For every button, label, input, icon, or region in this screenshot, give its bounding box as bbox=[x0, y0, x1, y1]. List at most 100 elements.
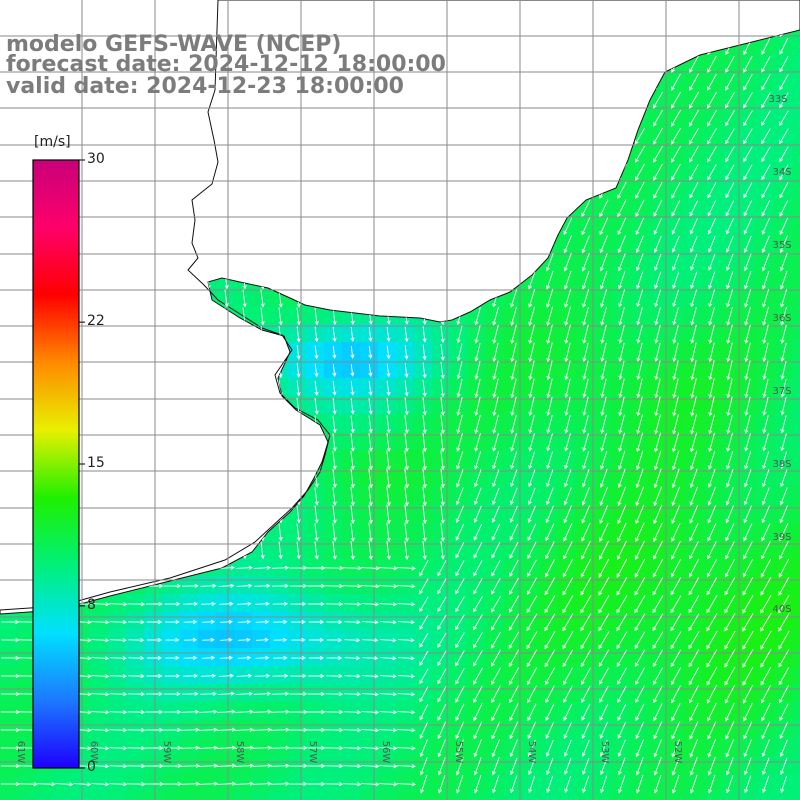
wind-arrow bbox=[134, 145, 139, 164]
wind-arrow bbox=[545, 721, 555, 739]
wind-arrow bbox=[528, 396, 535, 417]
wind-arrow bbox=[98, 415, 103, 434]
wind-arrow bbox=[599, 56, 609, 73]
wind-arrow bbox=[509, 73, 519, 91]
wind-arrow bbox=[170, 450, 175, 470]
wind-arrow bbox=[581, 271, 590, 290]
wind-arrow bbox=[183, 655, 198, 660]
wind-arrow bbox=[509, 577, 519, 595]
wind-arrow bbox=[315, 1, 319, 19]
wind-arrow bbox=[386, 540, 391, 561]
wind-arrow bbox=[618, 775, 626, 794]
wind-arrow bbox=[706, 613, 718, 632]
wind-arrow bbox=[635, 468, 644, 489]
wind-arrow bbox=[599, 235, 608, 254]
wind-arrow bbox=[546, 342, 553, 363]
wind-arrow bbox=[296, 523, 301, 542]
wind-arrow bbox=[689, 73, 699, 91]
wind-arrow bbox=[491, 128, 501, 145]
wind-arrow bbox=[581, 146, 591, 163]
wind-arrow bbox=[368, 415, 373, 434]
wind-arrow bbox=[707, 523, 717, 542]
wind-arrow bbox=[743, 30, 753, 38]
wind-arrow bbox=[671, 163, 681, 181]
wind-arrow bbox=[708, 342, 715, 363]
wind-arrow bbox=[725, 703, 735, 722]
wind-arrow bbox=[616, 613, 628, 632]
wind-arrow bbox=[423, 2, 426, 19]
wind-arrow bbox=[527, 74, 537, 91]
wind-arrow bbox=[617, 127, 627, 145]
wind-arrow bbox=[744, 396, 751, 417]
wind-arrow bbox=[689, 721, 699, 740]
wind-arrow bbox=[199, 709, 218, 714]
wind-arrow bbox=[422, 522, 427, 542]
wind-arrow bbox=[671, 199, 681, 217]
wind-arrow bbox=[368, 468, 373, 489]
wind-arrow bbox=[689, 37, 699, 55]
wind-arrow bbox=[491, 182, 501, 199]
wind-arrow bbox=[422, 90, 427, 110]
wind-arrow bbox=[707, 468, 716, 488]
wind-arrow bbox=[332, 127, 337, 146]
wind-arrow bbox=[509, 559, 519, 577]
wind-arrow bbox=[544, 559, 555, 578]
wind-arrow bbox=[455, 667, 465, 685]
wind-arrow bbox=[509, 739, 518, 758]
wind-arrow bbox=[761, 182, 771, 199]
wind-arrow bbox=[181, 727, 200, 732]
wind-arrow bbox=[671, 774, 680, 794]
wind-arrow bbox=[350, 415, 355, 434]
wind-arrow bbox=[207, 1, 210, 18]
wind-arrow bbox=[134, 180, 139, 201]
wind-arrow bbox=[778, 649, 790, 668]
wind-arrow bbox=[671, 540, 681, 560]
wind-arrow bbox=[473, 182, 483, 199]
wind-arrow bbox=[744, 775, 752, 794]
wind-arrow bbox=[386, 109, 391, 128]
wind-arrow bbox=[600, 396, 607, 417]
wind-arrow bbox=[456, 450, 464, 470]
wind-arrow bbox=[545, 92, 555, 109]
wind-arrow bbox=[762, 360, 769, 381]
wind-arrow bbox=[8, 432, 13, 452]
wind-arrow bbox=[743, 164, 753, 181]
wind-arrow bbox=[706, 649, 718, 668]
wind-arrow bbox=[325, 728, 344, 733]
wind-arrow bbox=[325, 602, 344, 607]
wind-arrow bbox=[473, 128, 483, 145]
wind-arrow bbox=[419, 614, 429, 630]
wind-arrow bbox=[260, 451, 265, 470]
wind-arrow bbox=[672, 396, 679, 417]
wind-arrow bbox=[742, 576, 754, 596]
wind-arrow bbox=[260, 397, 265, 416]
wind-arrow bbox=[617, 522, 627, 543]
wind-arrow bbox=[706, 631, 718, 650]
wind-arrow bbox=[581, 505, 591, 524]
wind-arrow bbox=[635, 199, 645, 218]
wind-arrow bbox=[690, 307, 697, 326]
lat-label: 36S bbox=[772, 313, 791, 324]
wind-arrow bbox=[581, 685, 591, 703]
wind-arrow bbox=[581, 235, 590, 254]
wind-arrow bbox=[398, 638, 415, 643]
wind-arrow bbox=[368, 450, 373, 471]
wind-arrow bbox=[599, 38, 609, 55]
wind-arrow bbox=[332, 163, 337, 182]
wind-arrow bbox=[544, 613, 556, 632]
wind-arrow bbox=[271, 781, 290, 786]
wind-arrow bbox=[404, 144, 409, 165]
wind-arrow bbox=[170, 325, 175, 344]
wind-arrow bbox=[116, 288, 121, 308]
wind-arrow bbox=[26, 307, 31, 326]
wind-arrow bbox=[761, 721, 771, 740]
wind-arrow bbox=[404, 91, 409, 110]
wind-arrow bbox=[708, 324, 715, 345]
wind-arrow bbox=[440, 396, 445, 416]
wind-arrow bbox=[37, 782, 56, 787]
wind-arrow bbox=[778, 558, 790, 578]
wind-arrow bbox=[116, 181, 121, 200]
wind-arrow bbox=[98, 361, 103, 380]
wind-arrow bbox=[206, 307, 211, 326]
wind-arrow bbox=[743, 146, 753, 163]
